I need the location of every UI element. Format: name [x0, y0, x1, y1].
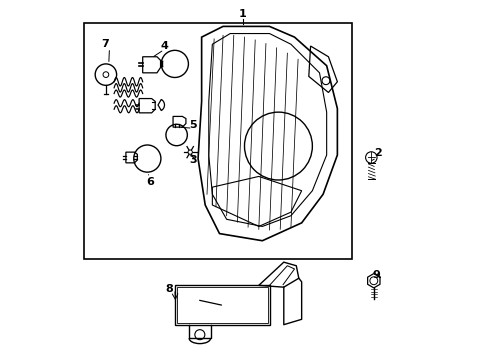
Text: 5: 5	[188, 120, 196, 130]
Bar	[176, 287, 267, 323]
Text: 4: 4	[160, 41, 168, 51]
Text: 8: 8	[165, 284, 173, 294]
Text: 3: 3	[188, 156, 196, 165]
Bar	[83, 23, 351, 258]
Text: 7: 7	[101, 39, 109, 49]
Bar	[175, 285, 269, 325]
Text: 9: 9	[372, 270, 380, 280]
Text: 1: 1	[238, 9, 246, 19]
Text: 6: 6	[145, 177, 153, 187]
Circle shape	[188, 150, 192, 154]
Text: 2: 2	[374, 148, 382, 158]
